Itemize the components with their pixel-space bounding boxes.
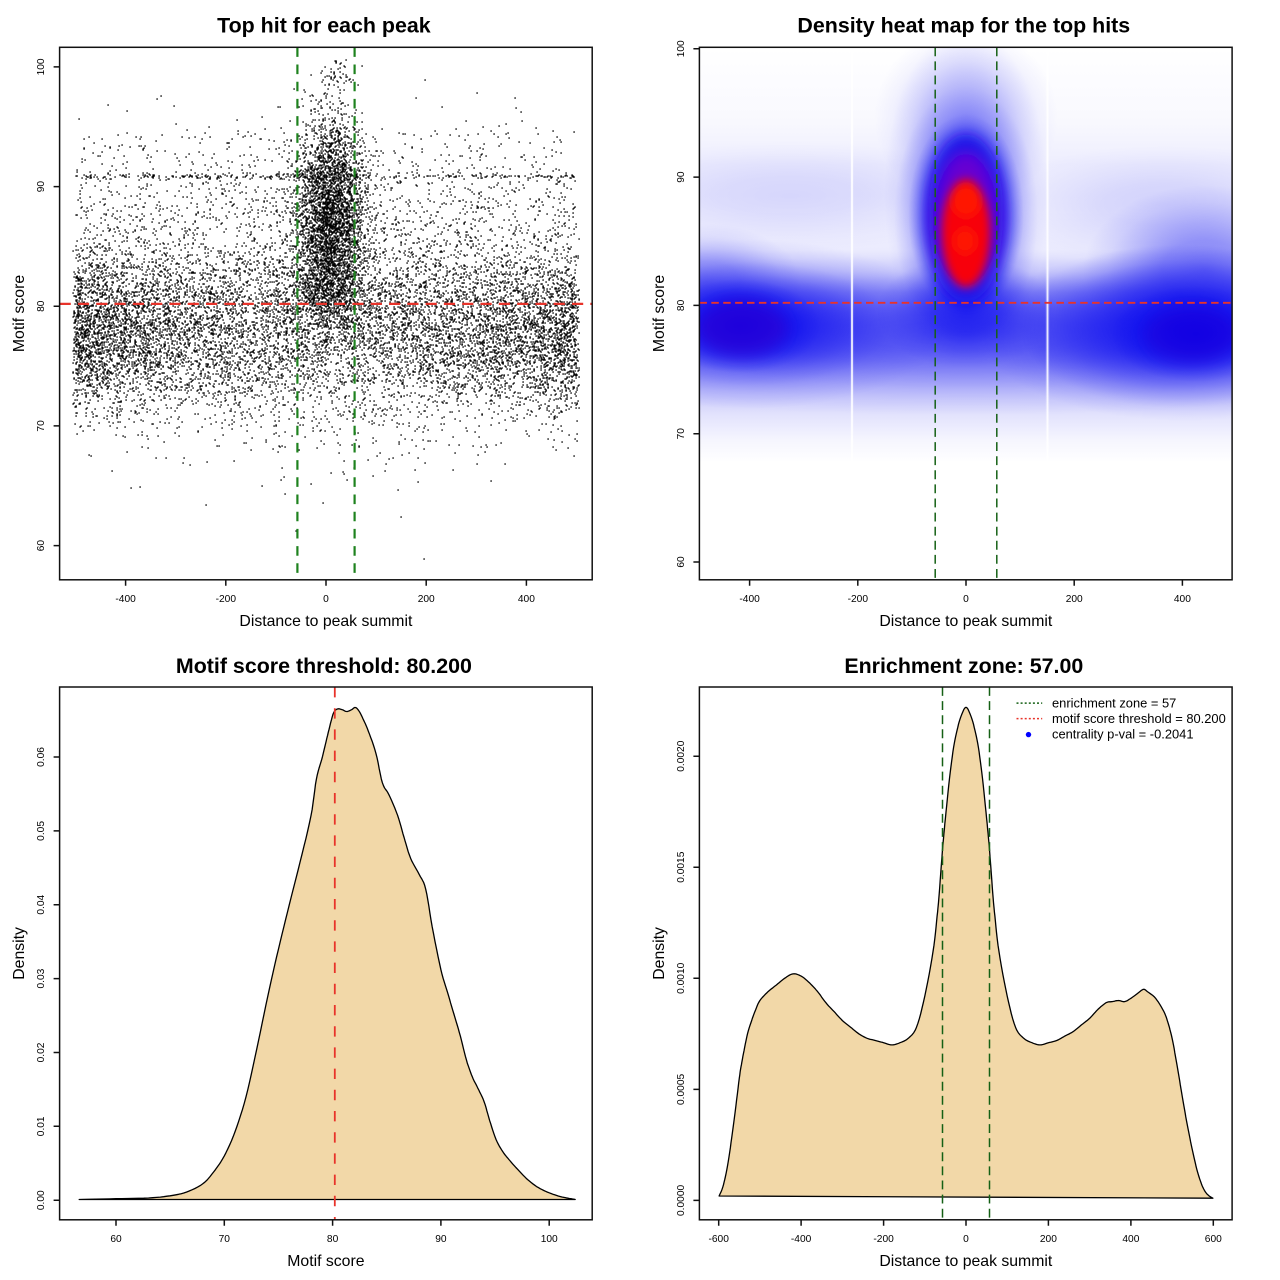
- svg-text:200: 200: [418, 594, 435, 605]
- svg-text:Motif score: Motif score: [651, 275, 668, 352]
- svg-text:Distance to peak summit: Distance to peak summit: [239, 613, 413, 630]
- svg-text:enrichment zone = 57: enrichment zone = 57: [1052, 695, 1176, 710]
- svg-text:-600: -600: [709, 1234, 730, 1245]
- svg-text:Motif score: Motif score: [287, 1253, 364, 1270]
- svg-text:0.0010: 0.0010: [676, 962, 687, 993]
- svg-text:0.04: 0.04: [36, 894, 47, 914]
- svg-text:400: 400: [1122, 1234, 1139, 1245]
- svg-text:70: 70: [219, 1234, 231, 1245]
- svg-text:motif score threshold = 80.200: motif score threshold = 80.200: [1052, 711, 1226, 726]
- svg-text:-400: -400: [115, 594, 136, 605]
- svg-text:Distance to peak summit: Distance to peak summit: [879, 613, 1053, 630]
- svg-text:0.06: 0.06: [36, 747, 47, 767]
- svg-text:0.0005: 0.0005: [676, 1073, 687, 1104]
- svg-text:Density heat map for the top h: Density heat map for the top hits: [797, 14, 1130, 38]
- svg-text:200: 200: [1066, 594, 1083, 605]
- svg-text:Distance to peak summit: Distance to peak summit: [879, 1253, 1053, 1270]
- svg-text:0.00: 0.00: [36, 1190, 47, 1210]
- svg-text:Density: Density: [651, 927, 668, 980]
- svg-text:100: 100: [36, 58, 47, 75]
- svg-text:0.0000: 0.0000: [676, 1184, 687, 1215]
- svg-text:200: 200: [1040, 1234, 1057, 1245]
- svg-text:60: 60: [110, 1234, 122, 1245]
- svg-text:Enrichment zone: 57.00: Enrichment zone: 57.00: [844, 654, 1083, 678]
- svg-text:80: 80: [327, 1234, 339, 1245]
- svg-text:80: 80: [36, 300, 47, 312]
- svg-text:0.05: 0.05: [36, 821, 47, 841]
- svg-text:0: 0: [963, 1234, 969, 1245]
- svg-text:70: 70: [676, 428, 687, 440]
- svg-text:centrality p-val = -0.2041: centrality p-val = -0.2041: [1052, 726, 1194, 741]
- svg-text:-200: -200: [216, 594, 237, 605]
- svg-text:0.0015: 0.0015: [676, 851, 687, 882]
- svg-text:-200: -200: [873, 1234, 894, 1245]
- svg-text:400: 400: [1174, 594, 1191, 605]
- svg-text:80: 80: [676, 299, 687, 311]
- svg-text:60: 60: [676, 556, 687, 568]
- svg-text:-200: -200: [848, 594, 869, 605]
- svg-text:0: 0: [963, 594, 969, 605]
- svg-text:600: 600: [1205, 1234, 1222, 1245]
- svg-text:90: 90: [435, 1234, 447, 1245]
- svg-text:-400: -400: [791, 1234, 812, 1245]
- svg-text:0.03: 0.03: [36, 968, 47, 988]
- svg-text:0.01: 0.01: [36, 1116, 47, 1136]
- svg-text:0.02: 0.02: [36, 1042, 47, 1062]
- svg-text:-400: -400: [739, 594, 760, 605]
- svg-text:0: 0: [323, 594, 329, 605]
- svg-text:Top hit for each peak: Top hit for each peak: [217, 14, 431, 38]
- svg-text:100: 100: [676, 40, 687, 57]
- svg-text:400: 400: [518, 594, 535, 605]
- svg-text:Motif score threshold: 80.200: Motif score threshold: 80.200: [176, 654, 472, 678]
- svg-text:Motif score: Motif score: [11, 275, 28, 352]
- svg-text:0.0020: 0.0020: [676, 740, 687, 771]
- svg-text:60: 60: [36, 540, 47, 552]
- svg-text:Density: Density: [11, 927, 28, 980]
- svg-text:90: 90: [676, 171, 687, 183]
- svg-text:70: 70: [36, 420, 47, 432]
- svg-text:90: 90: [36, 181, 47, 193]
- svg-text:100: 100: [541, 1234, 558, 1245]
